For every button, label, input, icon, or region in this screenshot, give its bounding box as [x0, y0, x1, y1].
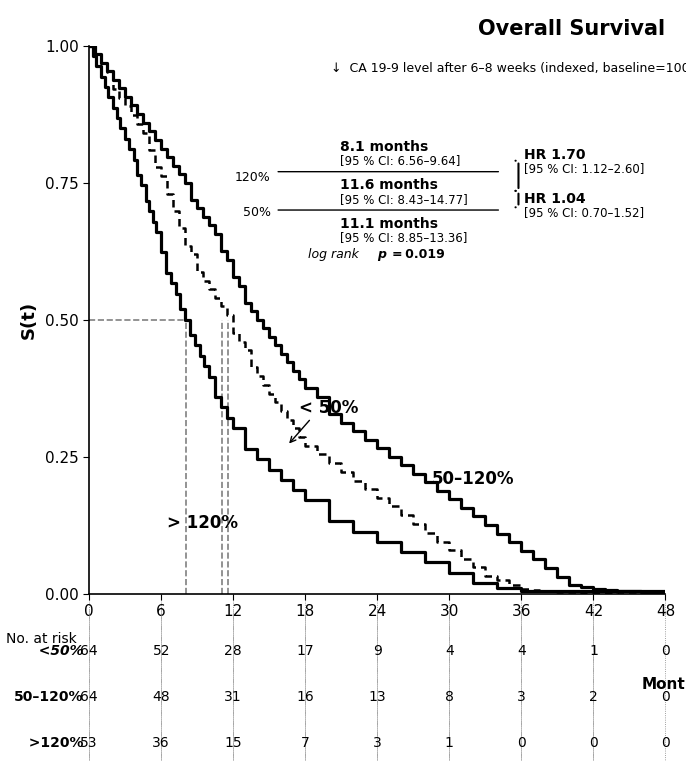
Text: 52: 52 — [152, 645, 170, 658]
Text: 4: 4 — [517, 645, 525, 658]
Text: 36: 36 — [152, 736, 170, 750]
Text: p: p — [377, 248, 386, 262]
Text: 0: 0 — [517, 736, 525, 750]
Text: 16: 16 — [296, 690, 314, 704]
Text: > 120%: > 120% — [167, 514, 238, 532]
Text: Overall Survival: Overall Survival — [478, 18, 665, 39]
Text: [95 % CI: 0.70–1.52]: [95 % CI: 0.70–1.52] — [524, 206, 644, 219]
Text: 0: 0 — [661, 736, 670, 750]
Text: 53: 53 — [80, 736, 98, 750]
Text: [95 % CI: 8.43–14.77]: [95 % CI: 8.43–14.77] — [340, 193, 468, 205]
Text: 13: 13 — [368, 690, 386, 704]
Text: <50%: <50% — [29, 645, 83, 658]
Text: 31: 31 — [224, 690, 242, 704]
Y-axis label: S(t): S(t) — [20, 301, 38, 339]
Text: = 0.019: = 0.019 — [392, 248, 445, 262]
Text: 9: 9 — [373, 645, 381, 658]
Text: 0: 0 — [661, 645, 670, 658]
Text: 11.6 months: 11.6 months — [340, 178, 438, 193]
Text: 50–120%: 50–120% — [14, 690, 83, 704]
Text: 64: 64 — [80, 690, 98, 704]
Text: 15: 15 — [224, 736, 242, 750]
Text: >120%: >120% — [19, 736, 83, 750]
Text: 3: 3 — [517, 690, 525, 704]
Text: 1: 1 — [445, 736, 453, 750]
Text: 48: 48 — [152, 690, 170, 704]
Text: Months: Months — [641, 677, 686, 693]
Text: 8.1 months: 8.1 months — [340, 140, 428, 154]
Text: 17: 17 — [296, 645, 314, 658]
Text: 11.1 months: 11.1 months — [340, 217, 438, 231]
Text: log rank: log rank — [308, 248, 363, 262]
Text: 8: 8 — [445, 690, 453, 704]
Text: 50–120%: 50–120% — [431, 470, 514, 488]
Text: 3: 3 — [373, 736, 381, 750]
Text: [95 % CI: 6.56–9.64]: [95 % CI: 6.56–9.64] — [340, 154, 460, 167]
Text: 0: 0 — [589, 736, 598, 750]
Text: HR 1.04: HR 1.04 — [524, 192, 586, 206]
Text: < 50%: < 50% — [299, 399, 359, 417]
Text: 4: 4 — [445, 645, 453, 658]
Text: 120%: 120% — [235, 170, 271, 183]
Text: HR 1.70: HR 1.70 — [524, 148, 586, 162]
Text: [95 % CI: 1.12–2.60]: [95 % CI: 1.12–2.60] — [524, 162, 645, 176]
Text: 50%: 50% — [243, 206, 271, 219]
Text: 28: 28 — [224, 645, 242, 658]
Text: ↓  CA 19-9 level after 6–8 weeks (indexed, baseline=100): ↓ CA 19-9 level after 6–8 weeks (indexed… — [331, 62, 686, 75]
Text: 7: 7 — [301, 736, 309, 750]
Text: 1: 1 — [589, 645, 598, 658]
Text: No. at risk: No. at risk — [6, 632, 78, 645]
Text: 64: 64 — [80, 645, 98, 658]
Text: 0: 0 — [661, 690, 670, 704]
Text: 2: 2 — [589, 690, 598, 704]
Text: [95 % CI: 8.85–13.36]: [95 % CI: 8.85–13.36] — [340, 231, 467, 244]
